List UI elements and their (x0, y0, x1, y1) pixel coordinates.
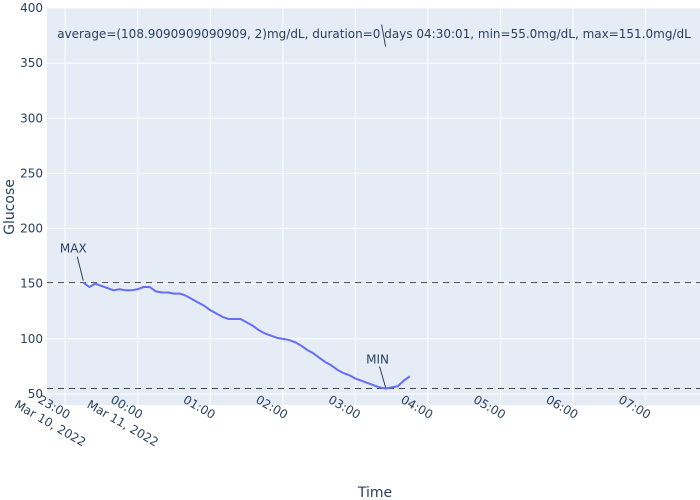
min-annotation: MIN (366, 352, 389, 366)
x-axis-title: Time (357, 485, 392, 500)
y-tick-label: 300 (20, 111, 43, 125)
y-tick-label: 350 (20, 56, 43, 70)
y-tick-label: 400 (20, 1, 43, 15)
series (82, 281, 411, 390)
max-annotation: MAX (60, 242, 87, 256)
annotations: average=(108.9090909090909, 2)mg/dL, dur… (57, 24, 691, 388)
y-tick-label: 50 (28, 387, 43, 401)
max-annotation-arrow (76, 256, 84, 281)
summary-annotation: average=(108.9090909090909, 2)mg/dL, dur… (57, 27, 691, 41)
y-tick-label: 100 (20, 332, 43, 346)
y-tick-label: 150 (20, 277, 43, 291)
y-tick-label: 250 (20, 166, 43, 180)
grid (47, 7, 700, 405)
y-axis-title: Glucose (2, 179, 18, 235)
y-axis-ticks: 50 100 150 200 250 300 350 400 (20, 1, 43, 401)
glucose-line (82, 281, 411, 390)
plot-area (47, 8, 700, 405)
y-tick-label: 200 (20, 222, 43, 236)
min-annotation-arrow (379, 366, 387, 388)
summary-annotation-arrow (381, 24, 387, 47)
reference-lines (47, 282, 700, 389)
